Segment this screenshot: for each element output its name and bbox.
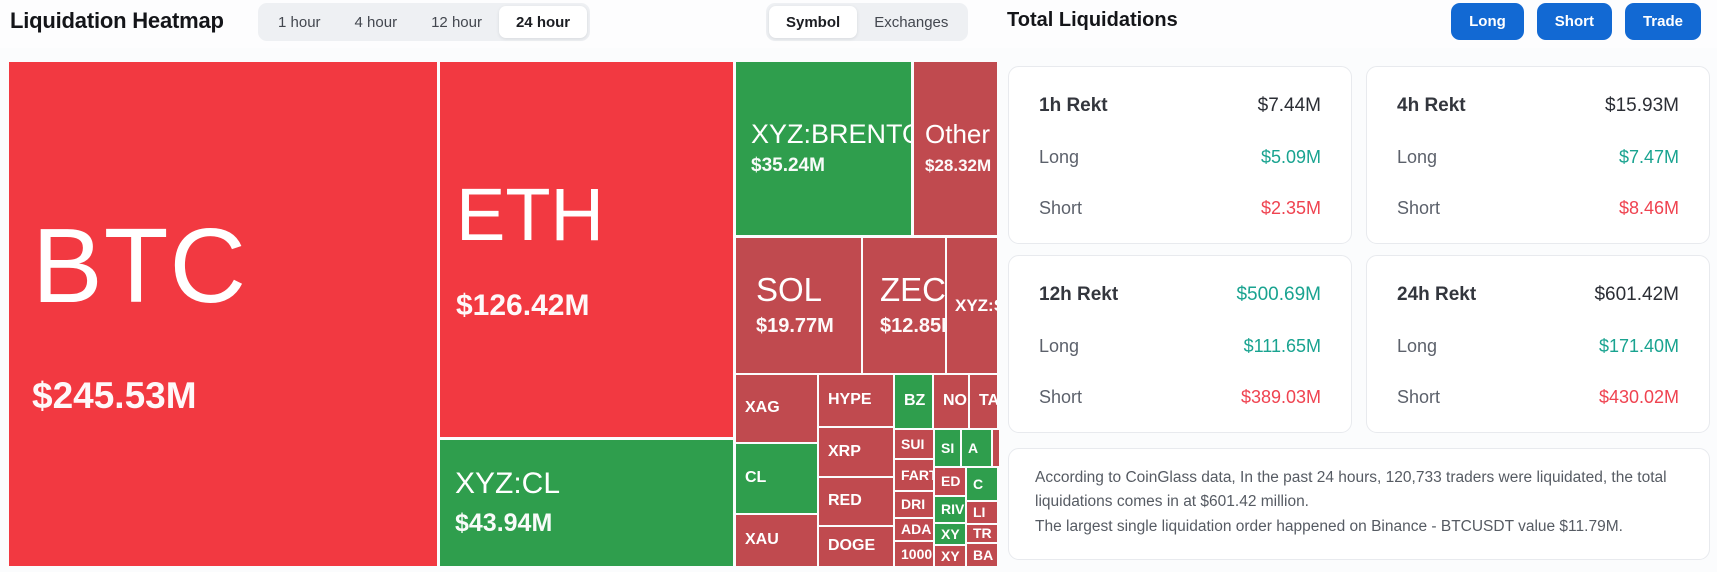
treemap-block-tr[interactable]: TR [967,525,997,542]
treemap-block-xag[interactable]: XAG [736,375,817,442]
treemap-block-c[interactable]: C [967,468,997,500]
treemap-block-eth[interactable]: ETH $126.42M [440,62,733,437]
treemap-block-si[interactable]: SI [935,430,960,466]
rekt-card-12h: 12h Rekt $500.69M Long $111.65M Short $3… [1008,255,1352,433]
long-value: $7.47M [1618,147,1679,167]
total-liquidations-title: Total Liquidations [1007,9,1178,31]
treemap-block-other[interactable]: Other $28.32M [914,62,997,235]
long-label: Long [1397,147,1438,167]
treemap-block-ed[interactable]: ED [935,468,965,495]
long-value: $5.09M [1260,147,1321,167]
treemap-block-dri[interactable]: DRI [895,492,933,517]
long-value: $111.65M [1243,336,1321,356]
card-total: $601.42M [1594,284,1679,305]
treemap-block-bz[interactable]: BZ [895,375,932,428]
treemap-block-zec[interactable]: ZEC $12.85M [863,238,945,373]
short-label: Short [1039,387,1083,407]
rekt-card-24h: 24h Rekt $601.42M Long $171.40M Short $4… [1366,255,1710,433]
rekt-card-4h: 4h Rekt $15.93M Long $7.47M Short $8.46M [1366,66,1710,244]
card-title: 12h Rekt [1039,284,1119,305]
treemap-block-xyz-cl[interactable]: XYZ:CL $43.94M [440,440,733,566]
treemap-block-sliver[interactable] [993,430,999,466]
card-total: $500.69M [1236,284,1321,305]
rekt-card-1h: 1h Rekt $7.44M Long $5.09M Short $2.35M [1008,66,1352,244]
long-label: Long [1039,336,1080,356]
summary-line-2: The largest single liquidation order hap… [1035,517,1623,535]
trade-button[interactable]: Trade [1624,3,1701,40]
treemap-block-no[interactable]: NO [934,375,968,428]
view-toggle-exchanges[interactable]: Exchanges [874,13,949,31]
header-actions: Long Short Trade [1451,3,1701,40]
treemap-block-xy-2[interactable]: XY [935,546,965,566]
liquidation-treemap: BTC $245.53M ETH $126.42M XYZ:CL $43.94M… [9,62,999,566]
short-label: Short [1397,198,1441,218]
long-value: $171.40M [1598,336,1679,356]
treemap-block-riv[interactable]: RIV [935,497,965,522]
view-toggle-group: Symbol Exchanges [766,3,969,41]
long-label: Long [1397,336,1438,356]
treemap-block-cl[interactable]: CL [736,444,817,513]
page-title: Liquidation Heatmap [10,8,224,33]
treemap-block-sui[interactable]: SUI [895,430,933,458]
treemap-block-1000[interactable]: 1000 [895,542,933,566]
long-label: Long [1039,147,1080,167]
card-title: 24h Rekt [1397,284,1477,305]
treemap-block-ba[interactable]: BA [967,544,997,566]
short-button[interactable]: Short [1536,3,1612,40]
long-button[interactable]: Long [1451,3,1524,40]
view-toggle-symbol[interactable]: Symbol [769,6,858,38]
treemap-block-li[interactable]: LI [967,502,997,523]
card-total: $15.93M [1605,95,1679,116]
card-title: 4h Rekt [1397,95,1466,116]
short-value: $430.02M [1598,387,1679,407]
liquidation-summary-panel: According to CoinGlass data, In the past… [1008,448,1710,560]
time-filter-1h[interactable]: 1 hour [278,13,321,31]
time-filter-4h[interactable]: 4 hour [354,13,398,31]
treemap-block-hype[interactable]: HYPE [819,375,893,426]
treemap-block-xau[interactable]: XAU [736,515,817,566]
treemap-block-xyz-s[interactable]: XYZ:S [947,238,997,373]
time-filter-24h[interactable]: 24 hour [498,6,588,38]
treemap-block-xrp[interactable]: XRP [819,428,893,476]
time-filter-12h[interactable]: 12 hour [431,13,482,31]
short-label: Short [1397,387,1441,407]
treemap-block-xyz-brentoil[interactable]: XYZ:BRENTOIL $35.24M [736,62,911,235]
treemap-block-btc[interactable]: BTC $245.53M [9,62,437,566]
card-title: 1h Rekt [1039,95,1108,116]
treemap-block-xy-1[interactable]: XY [935,524,965,544]
treemap-block-fart[interactable]: FART [895,460,933,490]
short-value: $8.46M [1618,198,1679,218]
time-filter-group: 1 hour 4 hour 12 hour 24 hour [258,3,591,41]
treemap-block-sol[interactable]: SOL $19.77M [736,238,861,373]
short-label: Short [1039,198,1083,218]
short-value: $389.03M [1240,387,1321,407]
treemap-block-doge[interactable]: DOGE [819,527,893,566]
header-bar: Liquidation Heatmap 1 hour 4 hour 12 hou… [0,0,1717,48]
treemap-block-red[interactable]: RED [819,478,893,525]
card-total: $7.44M [1257,95,1321,116]
treemap-block-ta[interactable]: TA [970,375,997,428]
treemap-block-a[interactable]: A [962,430,991,466]
short-value: $2.35M [1260,198,1321,218]
treemap-block-ada[interactable]: ADA [895,519,933,540]
summary-line-1: According to CoinGlass data, In the past… [1035,469,1667,511]
